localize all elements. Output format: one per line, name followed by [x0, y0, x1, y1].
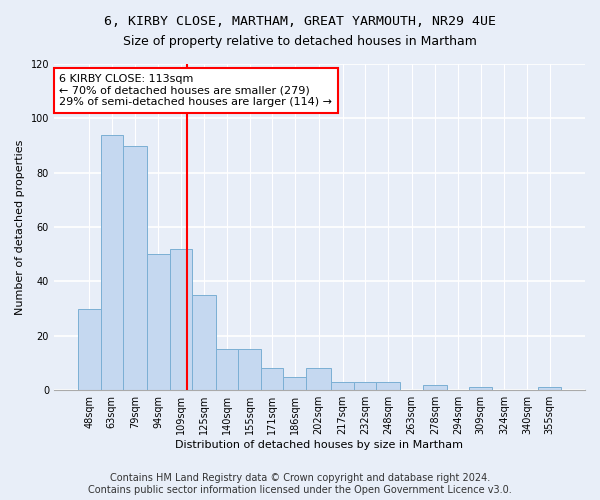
- Text: Size of property relative to detached houses in Martham: Size of property relative to detached ho…: [123, 35, 477, 48]
- Text: 6 KIRBY CLOSE: 113sqm
← 70% of detached houses are smaller (279)
29% of semi-det: 6 KIRBY CLOSE: 113sqm ← 70% of detached …: [59, 74, 332, 107]
- Bar: [331, 382, 354, 390]
- Y-axis label: Number of detached properties: Number of detached properties: [15, 140, 25, 315]
- Bar: [354, 382, 376, 390]
- Bar: [101, 134, 123, 390]
- Bar: [538, 388, 561, 390]
- Bar: [423, 385, 447, 390]
- Bar: [469, 388, 492, 390]
- Bar: [78, 308, 101, 390]
- Bar: [376, 382, 400, 390]
- Text: 6, KIRBY CLOSE, MARTHAM, GREAT YARMOUTH, NR29 4UE: 6, KIRBY CLOSE, MARTHAM, GREAT YARMOUTH,…: [104, 15, 496, 28]
- Text: Contains HM Land Registry data © Crown copyright and database right 2024.
Contai: Contains HM Land Registry data © Crown c…: [88, 474, 512, 495]
- Bar: [261, 368, 283, 390]
- Bar: [192, 295, 216, 390]
- Bar: [170, 249, 192, 390]
- Bar: [238, 350, 261, 390]
- X-axis label: Distribution of detached houses by size in Martham: Distribution of detached houses by size …: [175, 440, 463, 450]
- Bar: [283, 376, 306, 390]
- Bar: [216, 350, 238, 390]
- Bar: [306, 368, 331, 390]
- Bar: [147, 254, 170, 390]
- Bar: [123, 146, 147, 390]
